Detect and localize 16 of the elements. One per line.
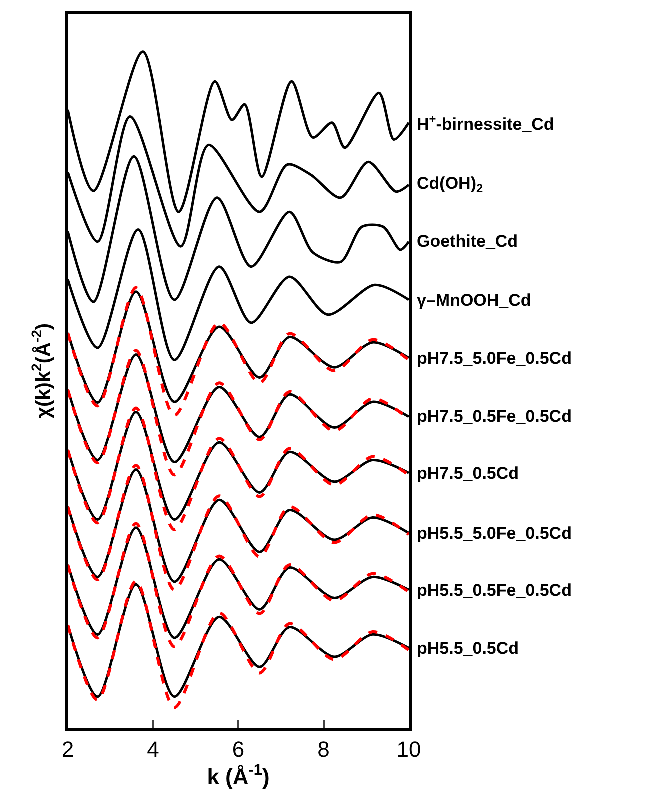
series-label: pH7.5_0.5Fe_0.5Cd <box>417 407 572 426</box>
series-label: Goethite_Cd <box>417 232 518 251</box>
x-tick-label: 10 <box>396 737 422 762</box>
series-label: pH7.5_5.0Fe_0.5Cd <box>417 349 572 368</box>
series-label: γ–MnOOH_Cd <box>417 291 532 310</box>
series-label: pH5.5_5.0Fe_0.5Cd <box>417 524 572 543</box>
series-label: pH7.5_0.5Cd <box>417 464 520 483</box>
x-axis-title: k (Å$^{-1}$) <box>207 762 270 790</box>
x-tick-label: 2 <box>62 737 74 762</box>
series-label: pH5.5_0.5Fe_0.5Cd <box>417 581 572 600</box>
series-label: H$^{+}$-birnessite_Cd <box>417 112 554 134</box>
series-label: Cd(OH)$_{2}$ <box>417 174 484 196</box>
x-tick-label: 6 <box>232 737 245 762</box>
x-tick-label: 8 <box>318 737 330 762</box>
series-label: pH5.5_0.5Cd <box>417 639 520 658</box>
x-tick-label: 4 <box>147 737 160 762</box>
